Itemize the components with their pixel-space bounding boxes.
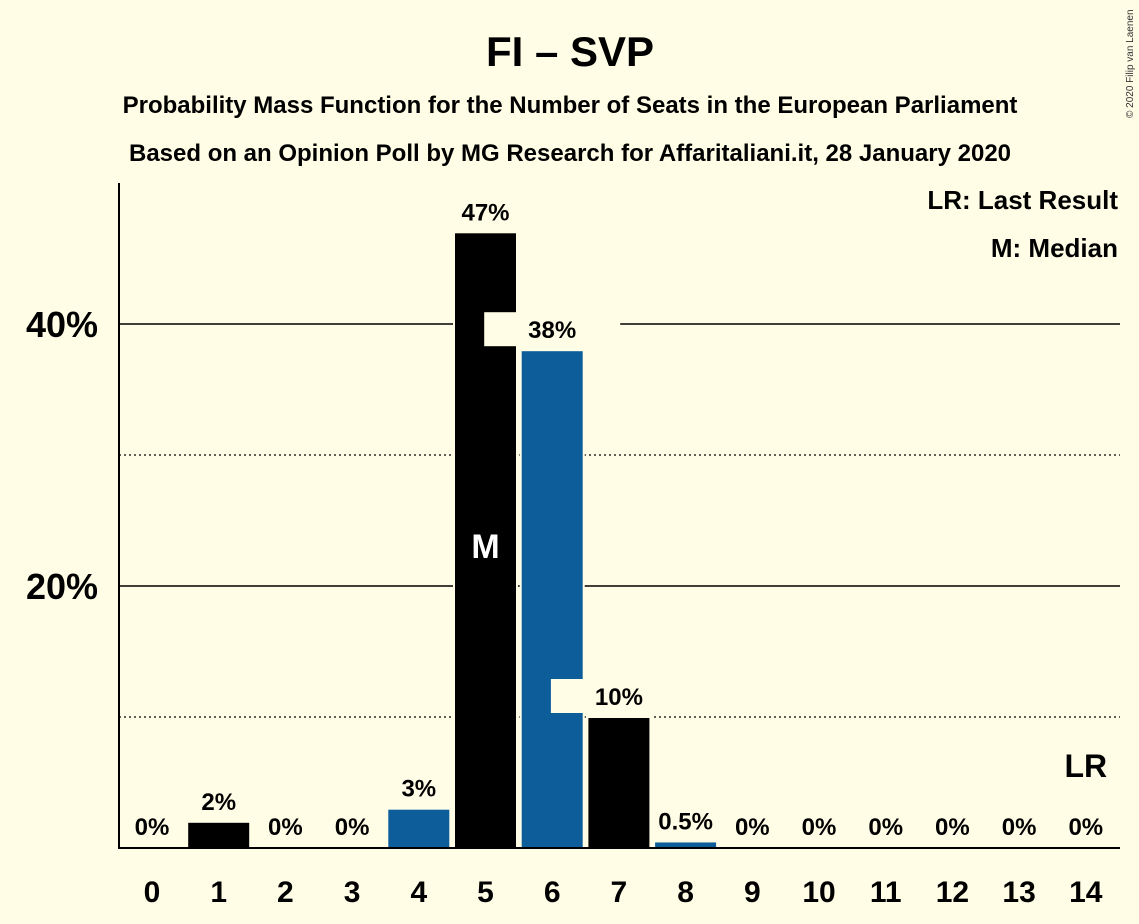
x-tick-label-4: 4 bbox=[410, 876, 427, 909]
x-tick-label-11: 11 bbox=[870, 876, 902, 909]
bar-value-label-11: 0% bbox=[868, 814, 903, 841]
copyright-notice: © 2020 Filip van Laenen bbox=[1125, 9, 1136, 118]
bar-value-label-13: 0% bbox=[1002, 814, 1037, 841]
chart-subtitle-2: Based on an Opinion Poll by MG Research … bbox=[129, 140, 1011, 167]
bar-6 bbox=[519, 349, 585, 849]
x-tick-label-14: 14 bbox=[1069, 876, 1103, 909]
bar-value-label-14: 0% bbox=[1068, 814, 1103, 841]
x-tick-label-10: 10 bbox=[802, 876, 835, 909]
legend-median: M: Median bbox=[991, 233, 1118, 263]
bar-label-backdrop-7 bbox=[550, 679, 687, 713]
bar-label-backdrop-5 bbox=[417, 194, 554, 229]
bar-value-label-2: 0% bbox=[268, 814, 303, 841]
x-tick-label-9: 9 bbox=[744, 876, 761, 909]
x-tick-label-12: 12 bbox=[936, 876, 969, 909]
bar-value-label-10: 0% bbox=[802, 814, 837, 841]
x-tick-label-6: 6 bbox=[544, 876, 561, 909]
y-axis-ticks: 20% 40% bbox=[26, 304, 98, 607]
bar-4 bbox=[386, 807, 452, 850]
bar-value-label-9: 0% bbox=[735, 814, 770, 841]
bar-value-label-5: 47% bbox=[461, 199, 509, 226]
bar-7 bbox=[586, 716, 652, 849]
bar-value-label-3: 0% bbox=[335, 814, 370, 841]
y-tick-label-0: 20% bbox=[26, 566, 98, 607]
bar-value-label-0: 0% bbox=[135, 814, 170, 841]
x-axis-ticks: 0 1 2 3 4 5 6 7 8 9 10 11 12 13 14 bbox=[144, 876, 1103, 909]
x-tick-label-8: 8 bbox=[677, 876, 694, 909]
gridlines bbox=[119, 323, 1120, 718]
bar-value-label-6: 38% bbox=[528, 317, 576, 344]
chart-title: FI – SVP bbox=[486, 28, 654, 75]
bar-value-label-12: 0% bbox=[935, 814, 970, 841]
x-tick-label-3: 3 bbox=[344, 876, 361, 909]
bar-1 bbox=[186, 820, 252, 849]
x-tick-label-1: 1 bbox=[210, 876, 227, 909]
x-tick-label-5: 5 bbox=[477, 876, 494, 909]
last-result-marker: LR bbox=[1064, 748, 1107, 784]
bar-value-label-7: 10% bbox=[595, 684, 643, 711]
median-marker: M bbox=[471, 528, 499, 566]
x-tick-label-0: 0 bbox=[144, 876, 161, 909]
chart-subtitle-1: Probability Mass Function for the Number… bbox=[123, 92, 1018, 119]
x-tick-label-13: 13 bbox=[1002, 876, 1035, 909]
x-tick-label-2: 2 bbox=[277, 876, 294, 909]
bar-value-label-8: 0.5% bbox=[658, 808, 713, 835]
bar-label-backdrop-6 bbox=[484, 312, 621, 347]
bar-value-label-1: 2% bbox=[201, 789, 236, 816]
legend-last-result: LR: Last Result bbox=[927, 185, 1118, 215]
bars bbox=[186, 231, 719, 850]
data-labels: 0% 2% 0% 0% 3% 47% M 38% 10% 0.5% 0% 0% 0% 0% 0% 0% LR bbox=[135, 194, 1107, 841]
x-tick-label-7: 7 bbox=[611, 876, 628, 909]
bar-value-label-4: 3% bbox=[401, 776, 436, 803]
y-tick-label-1: 40% bbox=[26, 304, 98, 345]
